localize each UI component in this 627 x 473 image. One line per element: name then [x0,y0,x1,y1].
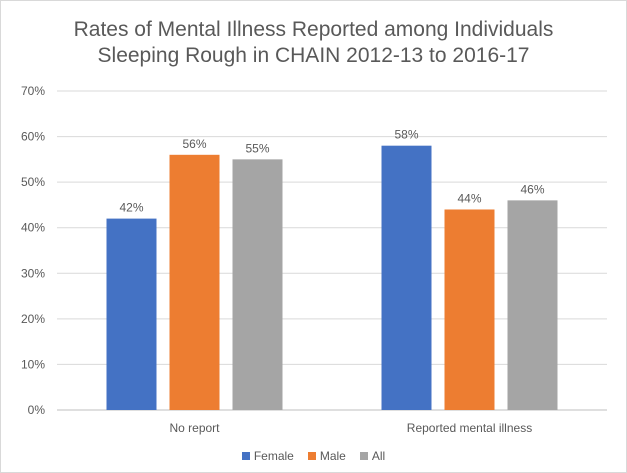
legend-swatch-male [307,452,316,460]
bar-all [507,200,558,410]
y-tick-label: 10% [21,357,45,371]
chart-title: Rates of Mental Illness Reported among I… [1,17,626,69]
legend-label-female: Female [253,449,294,463]
y-tick-label: 20% [21,312,45,326]
bar-male [444,209,495,410]
y-tick-label: 40% [21,221,45,235]
legend-label-all: All [371,449,386,463]
bar-female [106,218,157,410]
y-tick-label: 0% [28,403,46,417]
x-category-label: No report [169,421,220,435]
data-label: 55% [245,141,269,155]
y-tick-label: 50% [21,175,45,189]
chart-legend: Female Male All [1,449,626,463]
x-category-label: Reported mental illness [407,421,532,435]
bar-male [169,154,220,410]
data-label: 56% [182,137,206,151]
chart-title-line-2: Sleeping Rough in CHAIN 2012-13 to 2016-… [97,44,530,67]
data-label: 58% [394,128,418,142]
data-label: 42% [119,201,143,215]
y-tick-label: 70% [21,84,45,98]
bar-female [381,145,432,410]
chart-title-line-1: Rates of Mental Illness Reported among I… [73,18,554,41]
legend-item-male: Male [307,449,346,463]
data-label: 46% [520,182,544,196]
data-label: 44% [457,191,481,205]
legend-swatch-female [241,452,250,460]
y-tick-label: 30% [21,266,45,280]
legend-item-female: Female [241,449,294,463]
legend-item-all: All [359,449,386,463]
y-tick-label: 60% [21,130,45,144]
legend-label-male: Male [319,449,346,463]
bar-all [232,159,283,410]
legend-swatch-all [359,452,368,460]
